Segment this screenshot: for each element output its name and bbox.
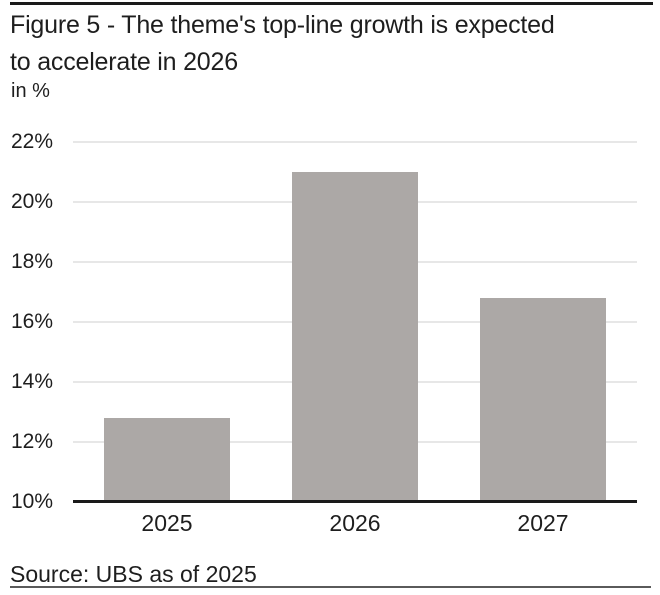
y-axis-tick-label: 12% <box>11 430 54 453</box>
gridline-22 <box>73 141 637 143</box>
axis-unit-label: in % <box>11 80 50 102</box>
y-axis-tick-label: 20% <box>11 190 54 213</box>
chart-title-line-1: Figure 5 - The theme's top-line growth i… <box>10 11 555 39</box>
bar-2025 <box>104 418 230 502</box>
y-axis-tick-label: 16% <box>11 310 54 333</box>
x-axis-tick-label: 2025 <box>141 510 193 536</box>
chart-title-line-2: to accelerate in 2026 <box>10 48 238 76</box>
chart-title: Figure 5 - The theme's top-line growth i… <box>10 7 555 81</box>
y-axis-tick-label: 18% <box>11 250 54 273</box>
y-axis-tick-label: 10% <box>11 490 54 513</box>
y-axis-tick-label: 14% <box>11 370 54 393</box>
top-divider-rule <box>10 2 653 5</box>
x-axis-line <box>73 500 637 503</box>
source-caption: Source: UBS as of 2025 <box>10 561 257 587</box>
bar-2027 <box>480 298 606 502</box>
y-axis-tick-label: 22% <box>11 130 54 153</box>
x-axis-tick-label: 2027 <box>517 510 569 536</box>
bar-2026 <box>292 172 418 502</box>
x-axis-tick-label: 2026 <box>329 510 381 536</box>
bottom-divider-rule <box>10 586 651 588</box>
